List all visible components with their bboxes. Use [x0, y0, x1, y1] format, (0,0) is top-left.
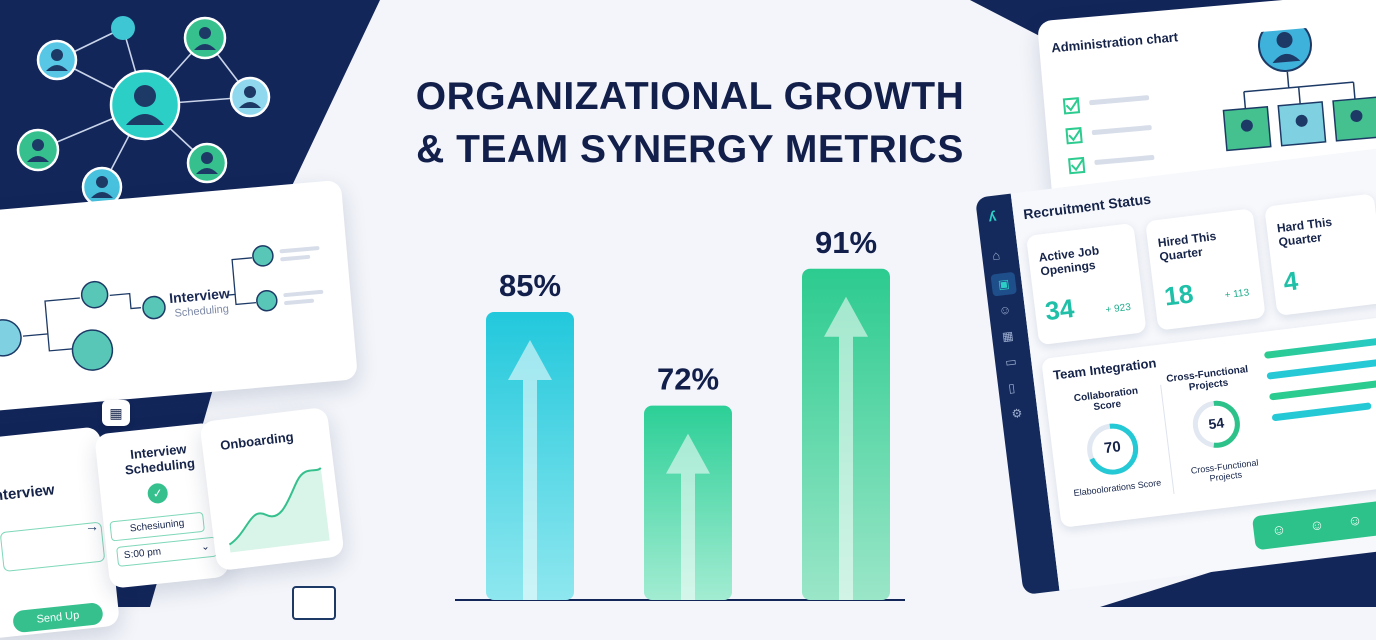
- time-select[interactable]: S:00 pm ⌄: [116, 536, 218, 567]
- calendar-icon[interactable]: ▦: [1001, 328, 1015, 344]
- network-dot: [111, 16, 135, 40]
- avatar-node: [229, 76, 271, 118]
- growth-bar-chart: 85% 72% 91%: [455, 225, 905, 601]
- page-title: ORGANIZATIONAL GROWTH & TEAM SYNERGY MET…: [330, 70, 1050, 176]
- up-arrow-icon: [666, 433, 710, 600]
- flow-diagram: [0, 245, 324, 371]
- recruitment-title: Recruitment Status: [1022, 190, 1152, 223]
- stat-value: 18: [1162, 278, 1195, 312]
- avatar: [252, 245, 274, 267]
- bar-value-label: 91%: [815, 225, 877, 260]
- avatar: [0, 319, 22, 357]
- stat-value: 34: [1043, 292, 1076, 327]
- settings-icon[interactable]: ⚙: [1010, 405, 1024, 422]
- cross-title: Cross-Functional Projects: [1165, 364, 1249, 394]
- collab-sub: Elaboolorations Score: [1073, 477, 1162, 499]
- cross-functional-gauge: [1192, 400, 1240, 448]
- file-icon[interactable]: ▯: [1007, 380, 1016, 396]
- avatar-node: [183, 16, 227, 60]
- avatar-node: [36, 39, 78, 81]
- chevron-down-icon: ⌄: [200, 541, 211, 554]
- hiring-process-panel: nterview Send Up → Interview Scheduling …: [0, 388, 390, 640]
- avatar-node-center: [109, 69, 181, 141]
- users-icon[interactable]: ☺: [998, 302, 1012, 318]
- dashboard-icon[interactable]: ▣: [990, 271, 1017, 297]
- time-select-value: S:00 pm: [123, 546, 162, 562]
- progress-bar: [1263, 333, 1376, 359]
- stat-delta: + 113: [1224, 287, 1250, 302]
- title-line-2: & TEAM SYNERGY METRICS: [416, 128, 964, 171]
- clipboard-icon: [292, 586, 336, 620]
- interview-flow-card: Interview Scheduling: [0, 179, 358, 413]
- cross-sub: Cross-Functional Projects: [1190, 457, 1259, 484]
- team-integration-title: Team Integration: [1052, 355, 1158, 383]
- stat-label: Hired This Quarter: [1157, 228, 1217, 264]
- stat-value: 4: [1281, 265, 1300, 297]
- onboarding-title: Onboarding: [219, 429, 295, 453]
- avatar: [71, 329, 114, 371]
- calendar-icon: ▦: [102, 400, 130, 426]
- home-icon[interactable]: ⌂: [991, 247, 1001, 264]
- avatar: [80, 280, 109, 309]
- progress-bar: [1271, 402, 1372, 422]
- up-arrow-icon: [824, 296, 868, 600]
- bar-value-label: 85%: [499, 268, 561, 303]
- cross-value: 54: [1207, 414, 1225, 433]
- admin-org-diagram: [1062, 20, 1376, 201]
- avatar-node: [16, 128, 60, 172]
- recruitment-dashboard: ʎ ⌂ ▣ ☺ ▦ ▭ ▯ ⚙ Recruitment Status Activ…: [975, 144, 1376, 614]
- progress-bar: [1269, 376, 1376, 401]
- people-network: [16, 16, 271, 208]
- stat-label: Hard This Quarter: [1276, 214, 1333, 250]
- up-arrow-icon: [508, 340, 552, 600]
- folder-icon[interactable]: ▭: [1004, 354, 1018, 370]
- dashboard-main: Recruitment Status Active Job Openings 3…: [1010, 144, 1376, 591]
- stat-tile-hired[interactable]: Hired This Quarter 18 + 113: [1145, 208, 1266, 331]
- collaboration-gauge: [1087, 423, 1139, 475]
- onboarding-card: Onboarding: [199, 406, 345, 572]
- stat-tile-hard[interactable]: Hard This Quarter 4: [1264, 193, 1376, 316]
- team-integration-panel: Team Integration Collaboration Score 70 …: [1041, 311, 1376, 528]
- progress-bar: [1266, 358, 1376, 380]
- administration-chart-card: Administration chart: [1036, 0, 1376, 221]
- stat-tile-active-openings[interactable]: Active Job Openings 34 + 923: [1026, 222, 1147, 346]
- check-icon: ✓: [146, 482, 169, 505]
- bar-value-label: 72%: [657, 362, 719, 397]
- scheduling-field[interactable]: Schesiuning: [109, 511, 205, 542]
- avatar-node: [186, 142, 228, 184]
- avatar: [256, 289, 278, 312]
- progress-bars: [1263, 333, 1376, 422]
- logo-icon: ʎ: [987, 207, 998, 225]
- interview-card-title: nterview: [0, 481, 56, 505]
- user-icon: ☺☺☺☺☺: [1270, 499, 1376, 539]
- collab-title: Collaboration Score: [1073, 385, 1139, 414]
- scheduling-card-title: Interview Scheduling: [124, 441, 196, 478]
- org-tree: [1222, 20, 1376, 152]
- avatar: [142, 295, 166, 320]
- arrow-icon: →: [85, 518, 99, 534]
- onboarding-growth-chart: [228, 467, 330, 553]
- stat-label: Active Job Openings: [1037, 243, 1100, 279]
- collab-value: 70: [1103, 438, 1122, 458]
- title-line-1: ORGANIZATIONAL GROWTH: [415, 75, 965, 118]
- stat-delta: + 923: [1105, 301, 1132, 316]
